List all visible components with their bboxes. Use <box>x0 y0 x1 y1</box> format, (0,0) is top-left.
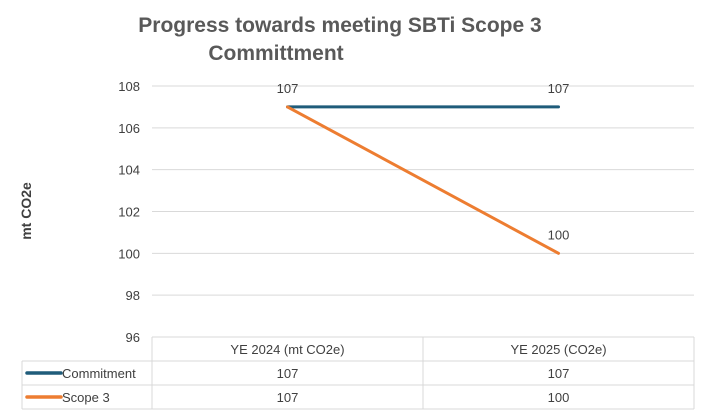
y-tick-labels: 96 98 100 102 104 106 108 <box>118 79 140 345</box>
series-lines <box>286 105 560 255</box>
y-tick-label: 108 <box>118 79 140 94</box>
y-tick-label: 96 <box>126 330 140 345</box>
data-label: 107 <box>277 81 299 96</box>
y-tick-label: 102 <box>118 205 140 220</box>
table-cell: 107 <box>277 390 299 405</box>
y-tick-label: 104 <box>118 163 140 178</box>
x-category-label: YE 2024 (mt CO2e) <box>230 342 344 357</box>
data-label: 107 <box>548 81 570 96</box>
table-cell: 107 <box>277 366 299 381</box>
data-labels: 107 107 100 <box>277 81 570 242</box>
y-axis-label: mt CO2e <box>18 182 34 240</box>
chart-title-line-1: Progress towards meeting SBTi Scope 3 <box>138 14 541 37</box>
table-cell: 107 <box>548 366 570 381</box>
y-tick-label: 100 <box>118 246 140 261</box>
gridlines <box>152 85 694 296</box>
legend-label: Scope 3 <box>62 390 110 405</box>
legend-label: Commitment <box>62 366 136 381</box>
data-table: YE 2024 (mt CO2e) YE 2025 (CO2e) Commitmen… <box>21 336 695 410</box>
series-line-1 <box>286 105 560 255</box>
y-tick-label: 106 <box>118 121 140 136</box>
y-tick-label: 98 <box>126 288 140 303</box>
x-category-label: YE 2025 (CO2e) <box>510 342 606 357</box>
table-cell: 100 <box>548 390 570 405</box>
data-label: 100 <box>548 227 570 242</box>
chart-title-line-2: Committment <box>208 42 343 65</box>
